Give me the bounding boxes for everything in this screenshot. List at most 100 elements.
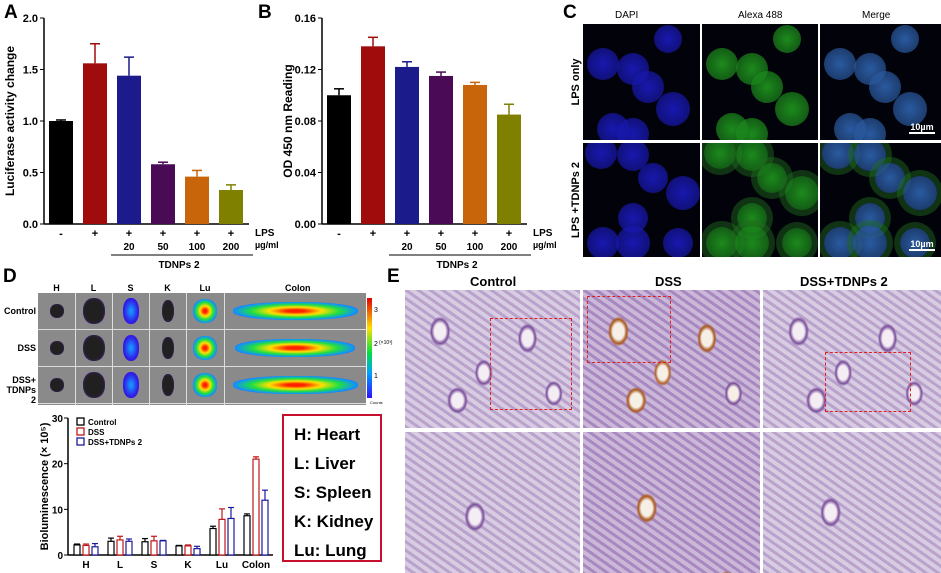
y-tick-label: 0.16 <box>295 13 316 25</box>
x-tick-label: + <box>228 228 234 240</box>
column-divider <box>186 293 187 405</box>
col-header-dapi: DAPI <box>615 10 639 21</box>
row-label-lps-tdnps: LPS +TDNPs 2 <box>570 161 582 239</box>
organ-column-label: S <box>127 283 134 293</box>
legend-heart: H: Heart <box>294 425 361 444</box>
column-divider <box>224 293 225 405</box>
scale-bar: 10µm <box>909 122 935 134</box>
group-label: TDNPs 2 <box>436 260 478 271</box>
histology-tdnps-high <box>763 432 941 573</box>
organ-signal <box>82 335 105 361</box>
bar <box>463 84 487 224</box>
x-tick-label: - <box>337 228 341 240</box>
bar <box>395 66 419 224</box>
cell-nucleus <box>875 163 905 193</box>
x-tick-label: K <box>184 560 192 571</box>
cell-nucleus <box>616 226 650 257</box>
bar <box>116 539 124 556</box>
organ-column-label: Colon <box>285 283 311 293</box>
cell-nucleus <box>654 25 682 53</box>
bar <box>141 541 149 556</box>
cell-nucleus <box>822 143 854 169</box>
cell-nucleus <box>617 118 649 140</box>
bar <box>159 540 167 556</box>
legend-label: DSS <box>88 428 105 437</box>
dose-label: 100 <box>467 242 484 253</box>
bar <box>150 540 158 556</box>
y-tick-label: 2.0 <box>23 13 38 25</box>
column-divider <box>75 293 76 405</box>
column-divider <box>112 293 113 405</box>
bar <box>107 540 115 556</box>
cell-nucleus <box>706 48 738 80</box>
group-row-label: Control <box>4 306 36 316</box>
cell-nucleus <box>782 228 812 257</box>
row-label-unit: µg/ml <box>533 240 557 250</box>
dose-label: 50 <box>157 242 169 253</box>
organ-signal <box>235 339 355 357</box>
cell-nucleus <box>666 176 700 210</box>
organ-legend-box: H: Heart L: Liver S: Spleen K: Kidney Lu… <box>282 414 382 562</box>
organ-column-label: L <box>90 283 97 293</box>
colorbar-tick-2: 2 <box>374 341 378 348</box>
row-divider <box>38 366 366 367</box>
colorbar-unit: (×10³) <box>379 340 393 346</box>
legend-label: DSS+TDNPs 2 <box>88 438 143 447</box>
bar <box>261 499 269 556</box>
x-tick-label: L <box>117 560 123 571</box>
cell-nucleus <box>736 118 768 140</box>
y-tick-label: 1.0 <box>23 116 38 128</box>
dose-label: 200 <box>501 242 518 253</box>
cell-nucleus <box>656 92 690 126</box>
x-tick-label: + <box>126 228 132 240</box>
cell-nucleus <box>735 226 769 257</box>
cell-nucleus <box>893 92 927 126</box>
col-header-alexa: Alexa 488 <box>738 10 783 21</box>
y-tick-label: 0.00 <box>295 219 316 231</box>
micrograph-dapi <box>583 143 700 257</box>
panel-letter-d: D <box>3 266 17 287</box>
x-tick-label: Lu <box>216 560 228 571</box>
colorbar <box>367 298 372 398</box>
cell-nucleus <box>585 143 617 169</box>
micrograph-alexa <box>702 143 818 257</box>
x-tick-label: + <box>160 228 166 240</box>
bar <box>184 545 192 556</box>
organ-signal <box>193 373 217 397</box>
cell-nucleus <box>824 227 856 257</box>
panel-letter-a: A <box>4 2 18 23</box>
y-axis-label: Luciferase activity change <box>3 46 17 196</box>
cell-nucleus <box>663 228 693 257</box>
bar <box>252 458 260 556</box>
bar <box>185 176 209 224</box>
colorbar-tick-3: 3 <box>374 307 378 314</box>
cell-nucleus <box>587 227 619 257</box>
cell-nucleus <box>824 48 856 80</box>
cell-nucleus <box>853 226 887 257</box>
organ-signal <box>193 336 217 360</box>
organ-signal <box>232 376 358 394</box>
x-tick-label: S <box>151 560 158 571</box>
cell-nucleus <box>638 163 668 193</box>
organ-column-label: H <box>53 283 60 293</box>
organ-signal <box>122 372 139 398</box>
row-label-lps-only: LPS only <box>570 58 582 106</box>
organ-column-label: K <box>164 283 171 293</box>
dose-label: 100 <box>189 242 206 253</box>
x-tick-label: - <box>59 228 63 240</box>
y-axis-label: Bioluminescence (× 10⁵) <box>39 422 51 550</box>
x-tick-label: + <box>404 228 410 240</box>
organ-signal <box>193 299 217 323</box>
row-divider <box>38 403 366 404</box>
organ-signal <box>122 298 139 324</box>
bar <box>82 544 90 556</box>
legend-swatch <box>76 427 85 436</box>
organ-signal <box>49 304 64 318</box>
zoom-region-box <box>490 318 572 410</box>
colorbar-label: Counts <box>370 400 383 405</box>
organ-signal <box>161 374 174 396</box>
histology-dss-high <box>583 432 760 573</box>
bar <box>117 75 141 225</box>
legend-swatch <box>76 417 85 426</box>
